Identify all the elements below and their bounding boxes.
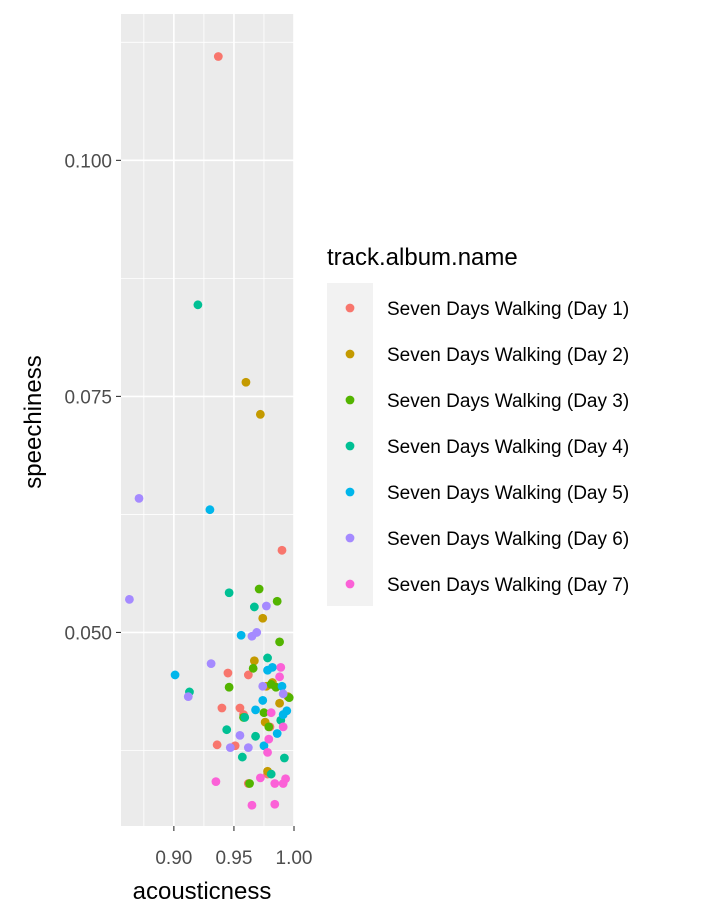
data-point-series-6	[258, 681, 268, 691]
data-point-series-7	[255, 773, 265, 783]
data-point-series-5	[236, 630, 246, 640]
data-point-series-3	[272, 596, 282, 606]
data-point-series-3	[259, 708, 269, 718]
data-point-series-5	[205, 505, 215, 515]
legend-title: track.album.name	[327, 244, 518, 271]
data-point-series-6	[252, 628, 262, 637]
grid-minor	[121, 14, 294, 826]
data-point-series-4	[249, 602, 259, 612]
data-point-series-3	[275, 637, 284, 647]
data-point-series-6	[261, 601, 271, 611]
data-point-series-1	[217, 703, 227, 713]
x-tick-label: 1.00	[276, 848, 313, 869]
data-point-series-1	[212, 740, 222, 750]
data-point-series-3	[245, 779, 254, 788]
y-tick-label: 0.100	[64, 151, 112, 172]
legend-key	[345, 441, 355, 451]
data-point-series-5	[251, 705, 260, 715]
data-points	[125, 52, 294, 810]
legend-key	[345, 533, 355, 543]
data-point-series-4	[224, 588, 234, 598]
grid-major	[121, 14, 295, 826]
data-point-series-7	[270, 779, 280, 788]
data-point-series-1	[235, 703, 245, 713]
plot-panel	[121, 14, 294, 826]
data-point-series-7	[276, 662, 286, 672]
y-tick-label: 0.075	[64, 387, 112, 408]
data-point-series-2	[275, 698, 284, 708]
data-point-series-1	[223, 668, 233, 678]
legend-label: Seven Days Walking (Day 6)	[387, 529, 629, 550]
data-point-series-4	[251, 731, 260, 741]
data-point-series-6	[183, 692, 193, 702]
data-point-series-2	[249, 656, 259, 666]
data-point-series-7	[211, 777, 221, 787]
data-point-series-5	[258, 696, 268, 705]
data-point-series-6	[225, 743, 235, 753]
legend-key	[345, 303, 355, 313]
data-point-series-1	[243, 670, 253, 680]
data-point-series-5	[282, 706, 292, 716]
x-tick-label: 0.90	[155, 848, 192, 869]
data-point-series-4	[237, 752, 247, 762]
data-point-series-7	[247, 800, 257, 810]
data-point-series-7	[278, 722, 288, 732]
data-point-series-2	[258, 613, 268, 623]
data-point-series-5	[267, 662, 277, 672]
data-point-series-4	[266, 769, 276, 779]
legend-label: Seven Days Walking (Day 2)	[387, 345, 629, 366]
legend-key	[345, 349, 355, 359]
x-axis: 0.90 0.95 1.00	[155, 826, 312, 869]
data-point-series-2	[255, 409, 265, 419]
data-point-series-6	[125, 594, 134, 604]
data-point-series-4	[263, 653, 272, 663]
legend-key	[345, 579, 355, 589]
data-point-series-6	[243, 743, 253, 753]
legend-items: Seven Days Walking (Day 1) Seven Days Wal…	[345, 299, 629, 596]
data-point-series-4	[279, 753, 289, 763]
legend-label: Seven Days Walking (Day 3)	[387, 391, 629, 412]
data-point-series-7	[266, 708, 276, 718]
data-point-series-5	[259, 741, 269, 751]
data-point-series-6	[235, 730, 245, 740]
data-point-series-7	[278, 779, 288, 788]
data-point-series-5	[272, 729, 282, 738]
data-point-series-3	[224, 682, 234, 692]
data-point-series-1	[277, 545, 287, 555]
legend-key	[345, 395, 355, 405]
x-tick-label: 0.95	[215, 848, 252, 869]
legend-label: Seven Days Walking (Day 5)	[387, 483, 629, 504]
data-point-series-4	[193, 300, 203, 310]
data-point-series-7	[263, 747, 272, 757]
data-point-series-2	[241, 377, 251, 387]
y-axis-title: speechiness	[20, 355, 47, 488]
y-axis: 0.050 0.075 0.100	[64, 151, 121, 644]
data-point-series-3	[264, 722, 274, 732]
data-point-series-3	[248, 663, 258, 673]
data-point-series-6	[206, 659, 216, 668]
legend-label: Seven Days Walking (Day 1)	[387, 299, 629, 320]
data-point-series-7	[264, 734, 274, 744]
y-tick-label: 0.050	[64, 623, 112, 644]
legend-label: Seven Days Walking (Day 7)	[387, 575, 629, 596]
data-point-series-5	[277, 681, 287, 691]
data-point-series-4	[240, 713, 250, 722]
data-point-series-6	[134, 493, 144, 503]
data-point-series-7	[275, 672, 284, 682]
data-point-series-3	[254, 584, 264, 594]
x-axis-title: acousticness	[133, 878, 272, 905]
legend-label: Seven Days Walking (Day 4)	[387, 437, 629, 458]
data-point-series-5	[170, 670, 180, 680]
legend: track.album.name Seven Days Walking (Day…	[327, 244, 629, 606]
data-point-series-1	[213, 52, 223, 61]
data-point-series-4	[222, 725, 232, 735]
data-point-series-6	[278, 689, 288, 699]
data-point-series-7	[270, 799, 280, 809]
legend-key	[345, 487, 355, 497]
